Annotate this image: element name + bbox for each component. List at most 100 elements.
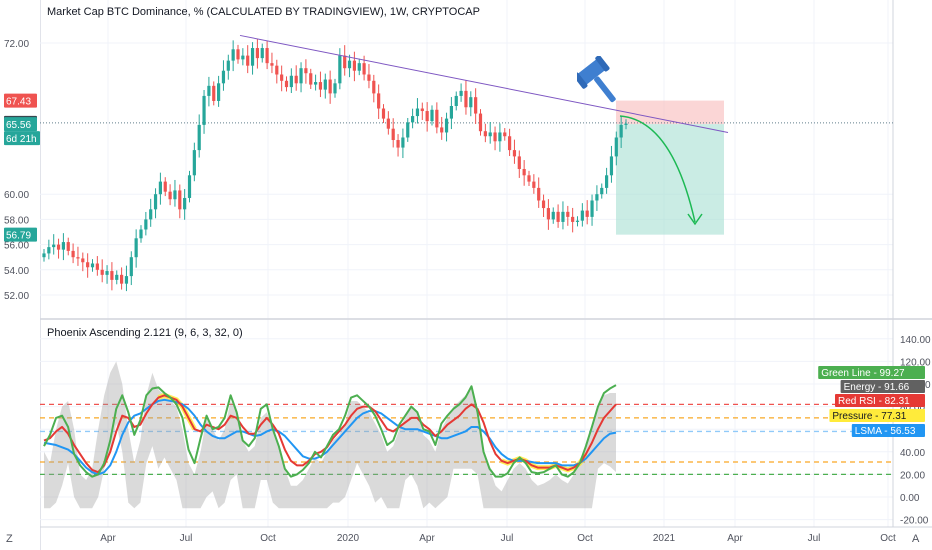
candle-body (396, 140, 400, 148)
candle-body (440, 127, 444, 133)
time-tick-label: Apr (727, 533, 743, 544)
candle-body (294, 75, 298, 84)
candle-body (508, 136, 512, 151)
candle-body (595, 194, 599, 201)
green-line (43, 384, 617, 478)
candle-body (541, 200, 546, 209)
indicator-pane (40, 361, 893, 509)
candle-body (522, 169, 526, 176)
legend-label-box (840, 380, 925, 393)
candle-body (183, 197, 187, 210)
lsma-line (43, 398, 617, 476)
candle-body (124, 276, 129, 284)
candle-body (110, 271, 114, 280)
candle-body (367, 74, 371, 81)
candle-body (338, 55, 342, 84)
chart-title: Market Cap BTC Dominance, % (CALCULATED … (47, 6, 480, 18)
candle-body (299, 68, 303, 84)
candle-body (212, 85, 216, 101)
candle-body (207, 85, 211, 96)
candle-body (614, 137, 618, 157)
time-tick-label: Apr (100, 533, 116, 544)
candle-body (270, 63, 274, 66)
legend-label-box (829, 409, 925, 422)
candle-body (221, 70, 226, 84)
candle-body (76, 257, 80, 259)
price-tick-label: 72.00 (4, 39, 29, 50)
candle-body (571, 216, 575, 222)
time-tick-label: Jul (501, 533, 514, 544)
drawing-toolbar[interactable] (0, 0, 41, 550)
candle-body (280, 74, 284, 81)
candle-body (314, 82, 318, 85)
candle-body (483, 131, 487, 137)
stop-loss-zone (616, 100, 724, 125)
time-tick-label: Apr (419, 533, 435, 544)
candle-body (377, 93, 381, 109)
candle-body (454, 95, 458, 106)
time-tick-label: 2020 (337, 533, 360, 544)
candle-body (173, 190, 177, 200)
candle-body (61, 242, 65, 250)
legend-label-box (851, 424, 925, 437)
candle-body (197, 124, 201, 151)
price-label-box (4, 227, 37, 242)
candle-body (304, 68, 308, 74)
candle-body (149, 209, 153, 220)
auto-scale-button[interactable]: A (912, 533, 920, 545)
legend-label: Green Line - 99.27 (821, 368, 905, 379)
candle-body (464, 90, 468, 108)
candle-body (575, 220, 580, 222)
candle-body (619, 124, 623, 138)
candle-body (134, 238, 138, 258)
candle-body (430, 109, 434, 122)
candle-body (415, 108, 420, 117)
price-label-box (4, 117, 37, 132)
candle-body (328, 79, 332, 94)
time-tick-label: Jul (180, 533, 193, 544)
candle-body (90, 263, 95, 268)
candle-body (202, 95, 206, 125)
candle-body (381, 108, 386, 119)
candle-body (561, 211, 565, 222)
candle-body (115, 274, 119, 280)
zoom-button[interactable]: Z (6, 533, 13, 545)
projection-arrow (619, 115, 696, 223)
candle-body (343, 55, 347, 69)
candle-body (246, 55, 250, 66)
candle-body (52, 244, 56, 248)
candle-body (469, 97, 473, 108)
take-profit-zone (616, 124, 724, 235)
candle-body (503, 132, 507, 137)
legend-label: Pressure - 77.31 (832, 411, 906, 422)
indicator-tick-label: -20.00 (900, 516, 929, 527)
candle-body (56, 244, 61, 250)
indicator-tick-label: 140.00 (900, 335, 931, 346)
candle-body (527, 175, 531, 182)
candle-body (187, 175, 192, 198)
legend-label: Energy - 91.66 (844, 382, 910, 393)
candle-body (391, 128, 395, 141)
candle-body (435, 109, 439, 128)
candle-body (275, 65, 279, 75)
candle-body (493, 132, 497, 142)
candle-body (66, 242, 70, 251)
candle-body (590, 200, 594, 217)
candle-body (226, 60, 230, 71)
candle-body (605, 175, 609, 188)
candle-body (318, 82, 323, 90)
candle-body (372, 80, 376, 94)
indicator-tick-label: 40.00 (900, 448, 925, 459)
price-tick-label: 52.00 (4, 291, 29, 302)
candle-body (100, 269, 104, 275)
candle-body (95, 263, 99, 270)
price-label-box (4, 131, 40, 146)
candle-body (289, 75, 293, 88)
candle-body (309, 73, 313, 85)
candle-body (42, 253, 46, 258)
time-tick-label: Oct (880, 533, 896, 544)
candle-body (444, 118, 449, 133)
projection-arrow-head (687, 213, 703, 226)
candle-body (357, 63, 361, 71)
